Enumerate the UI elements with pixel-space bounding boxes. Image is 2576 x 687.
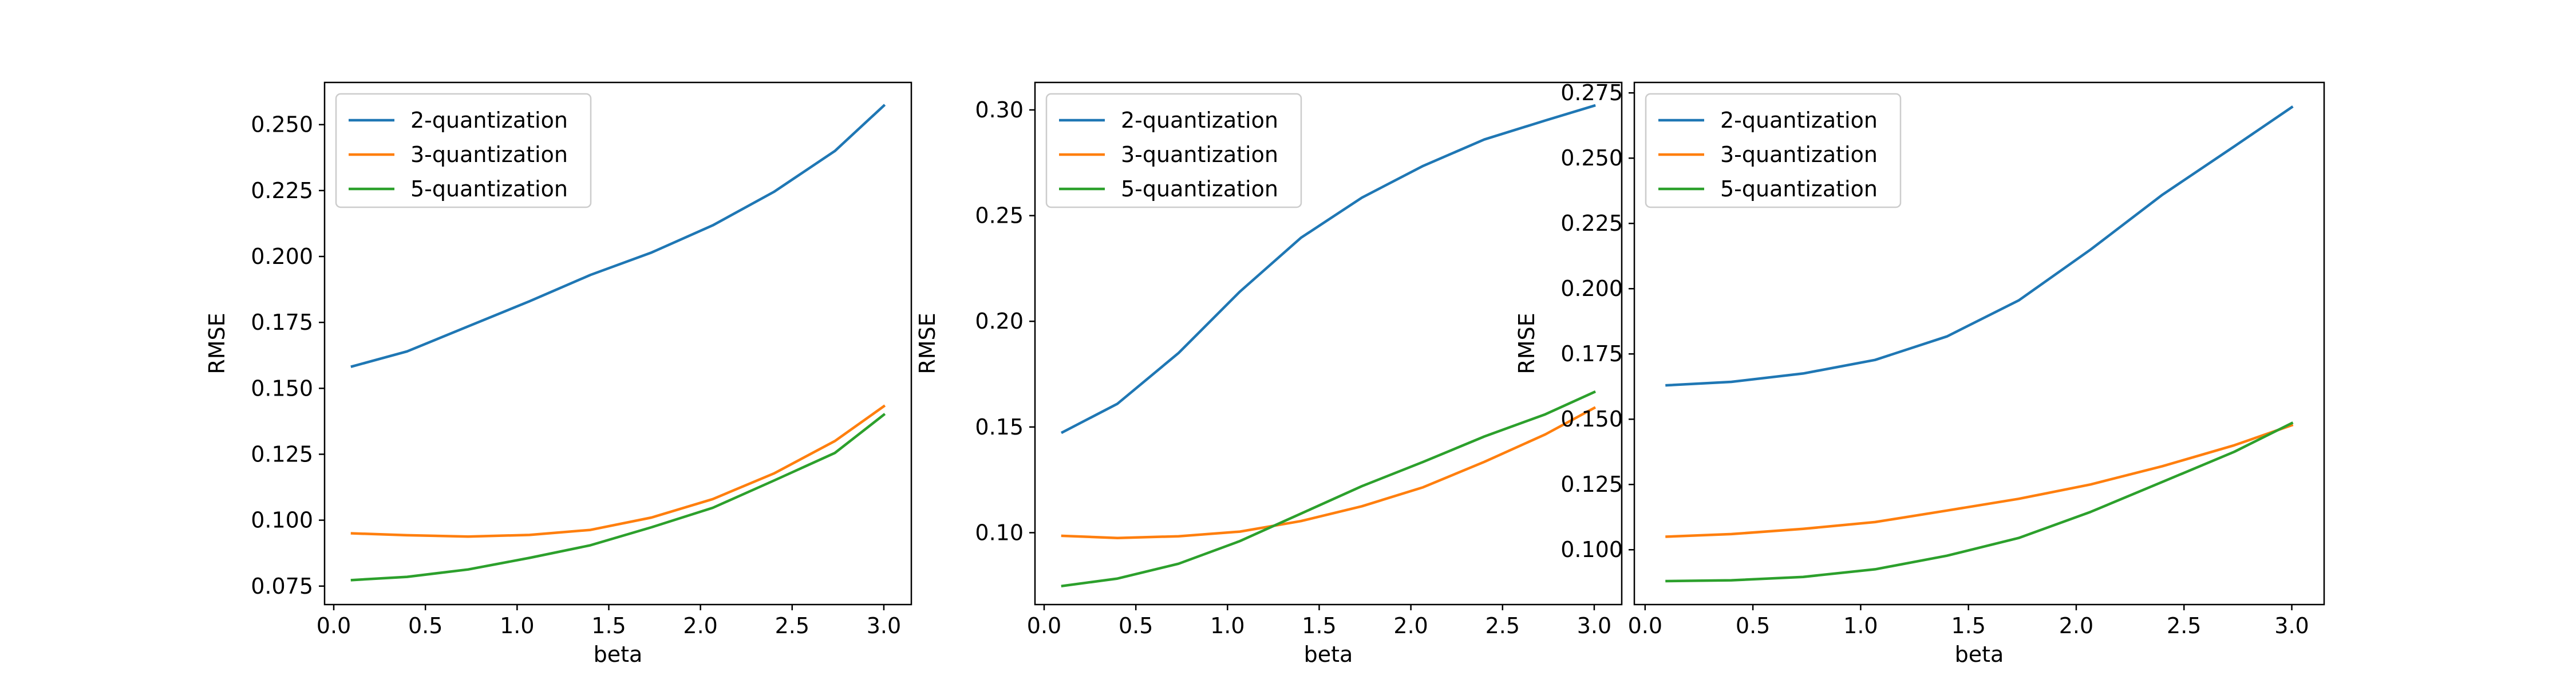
- x-tick-label: 0.0: [317, 613, 351, 638]
- y-tick-label: 0.200: [251, 244, 313, 269]
- legend-label: 3-quantization: [1720, 142, 1878, 167]
- y-tick-label: 0.25: [975, 203, 1024, 228]
- x-tick-label: 2.0: [683, 613, 717, 638]
- y-tick-label: 0.275: [1560, 80, 1623, 105]
- x-tick-label: 1.5: [1951, 613, 1985, 638]
- y-tick-label: 0.125: [1560, 472, 1623, 497]
- series-line-3-quantization: [1061, 406, 1597, 539]
- legend-box: [335, 93, 592, 208]
- y-axis-label: RMSE: [915, 313, 940, 374]
- x-tick-label: 0.0: [1027, 613, 1061, 638]
- series-line-2-quantization: [350, 104, 886, 368]
- axes-frame: [323, 81, 912, 606]
- x-tick-label: 0.0: [1628, 613, 1662, 638]
- y-tick-label: 0.175: [251, 310, 313, 335]
- x-tick-label: 1.0: [1210, 613, 1244, 638]
- y-tick-label: 0.225: [1560, 211, 1623, 236]
- y-tick-label: 0.100: [251, 508, 313, 533]
- x-tick-label: 3.0: [2274, 613, 2309, 638]
- x-axis-label: beta: [1304, 642, 1353, 667]
- series-line-2-quantization: [1060, 104, 1596, 435]
- y-tick-label: 0.15: [975, 414, 1024, 440]
- legend-label: 5-quantization: [1720, 176, 1878, 202]
- y-axis-label: RMSE: [1514, 313, 1539, 374]
- chart-panel-2: 0.0 0.5 1.0 1.5 2.0 2.5 3.0 0.10 0.15 0.20 0.25 0.3…: [915, 81, 1623, 667]
- x-tick-label: 2.0: [2059, 613, 2093, 638]
- legend: 2-quantization 3-quantization 5-quantizati…: [1645, 93, 1902, 208]
- legend-label: 2-quantization: [1121, 108, 1278, 133]
- legend-label: 5-quantization: [1121, 176, 1278, 202]
- x-tick-label: 1.5: [591, 613, 626, 638]
- y-tick-label: 0.30: [975, 97, 1024, 123]
- y-tick-label: 0.175: [1560, 341, 1623, 366]
- series-line-5-quantization: [350, 413, 886, 582]
- chart-panel-3: 0.0 0.5 1.0 1.5 2.0 2.5 3.0 0.100 0.125 0.150 0.17…: [1514, 80, 2325, 667]
- y-axis-label: RMSE: [204, 313, 230, 374]
- legend-box: [1645, 93, 1902, 208]
- x-tick-label: 3.0: [867, 613, 901, 638]
- legend-label: 2-quantization: [410, 108, 568, 133]
- series-line-5-quantization: [1665, 421, 2294, 583]
- series-line-2-quantization: [1665, 105, 2294, 387]
- x-tick-label: 1.0: [1843, 613, 1878, 638]
- legend-label: 3-quantization: [1121, 142, 1278, 167]
- series-line-5-quantization: [1061, 390, 1596, 588]
- y-tick-label: 0.125: [251, 441, 313, 467]
- axes-frame: [1633, 81, 2325, 606]
- y-tick-label: 0.20: [975, 309, 1024, 334]
- x-axis-label: beta: [1955, 642, 2004, 667]
- x-tick-label: 1.0: [500, 613, 534, 638]
- chart-panel-1: 0.0 0.5 1.0 1.5 2.0 2.5 3.0 0.075 0.100 0.125 0.15…: [204, 81, 912, 667]
- y-tick-label: 0.100: [1560, 537, 1623, 562]
- y-tick-label: 0.250: [1560, 145, 1623, 171]
- legend-box: [1045, 93, 1302, 208]
- legend: 2-quantization 3-quantization 5-quantizati…: [335, 93, 592, 208]
- x-tick-label: 2.0: [1393, 613, 1428, 638]
- y-tick-label: 0.150: [1560, 406, 1623, 432]
- x-tick-label: 0.5: [1119, 613, 1153, 638]
- legend-label: 5-quantization: [410, 176, 568, 202]
- legend: 2-quantization 3-quantization 5-quantizati…: [1045, 93, 1302, 208]
- x-tick-label: 2.5: [1485, 613, 1520, 638]
- legend-label: 2-quantization: [1720, 108, 1878, 133]
- y-tick-label: 0.075: [251, 574, 313, 599]
- x-tick-label: 1.5: [1302, 613, 1336, 638]
- y-tick-label: 0.10: [975, 520, 1024, 545]
- y-tick-label: 0.150: [251, 376, 313, 401]
- y-tick-label: 0.225: [251, 178, 313, 203]
- series-line-3-quantization: [1665, 423, 2294, 538]
- x-tick-label: 3.0: [1577, 613, 1611, 638]
- series-line-3-quantization: [350, 404, 886, 538]
- x-tick-label: 2.5: [2167, 613, 2201, 638]
- y-tick-label: 0.250: [251, 112, 313, 137]
- x-tick-label: 0.5: [1736, 613, 1770, 638]
- x-axis-label: beta: [594, 642, 643, 667]
- legend-label: 3-quantization: [410, 142, 568, 167]
- x-tick-label: 2.5: [775, 613, 809, 638]
- x-tick-label: 0.5: [408, 613, 442, 638]
- axes-frame: [1034, 81, 1623, 606]
- y-tick-label: 0.200: [1560, 276, 1623, 301]
